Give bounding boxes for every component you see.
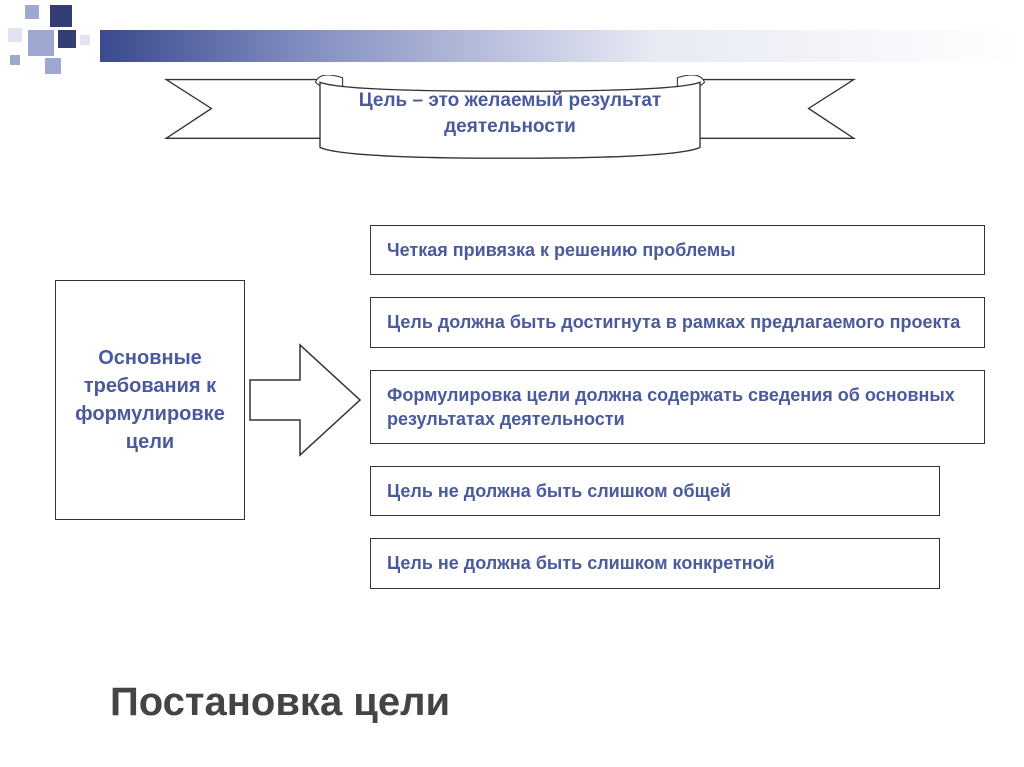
decorative-square — [10, 55, 20, 65]
requirement-box: Цель не должна быть слишком конкретной — [370, 538, 940, 588]
page-title-text: Постановка цели — [110, 680, 450, 724]
requirement-text: Формулировка цели должна содержать сведе… — [387, 385, 955, 429]
left-box-label: Основные требования к формулировке цели — [66, 344, 234, 456]
decorative-square — [58, 30, 76, 48]
decorative-square — [45, 58, 61, 74]
banner-text: Цель – это желаемый результат деятельнос… — [300, 88, 720, 139]
decorative-square — [80, 35, 90, 45]
header-gradient — [100, 30, 1024, 62]
decorative-square — [50, 5, 72, 27]
decorative-square — [25, 5, 39, 19]
requirements-source-box: Основные требования к формулировке цели — [55, 280, 245, 520]
requirement-box: Цель должна быть достигнута в рамках пре… — [370, 297, 985, 347]
requirement-text: Цель не должна быть слишком конкретной — [387, 553, 775, 573]
requirement-box: Четкая привязка к решению проблемы — [370, 225, 985, 275]
requirement-text: Цель не должна быть слишком общей — [387, 481, 731, 501]
decorative-square — [28, 30, 54, 56]
banner-line1: Цель – это желаемый результат — [359, 90, 661, 111]
requirement-box: Формулировка цели должна содержать сведе… — [370, 370, 985, 445]
requirement-text: Четкая привязка к решению проблемы — [387, 240, 736, 260]
decorative-square — [8, 28, 22, 42]
arrow-right-icon — [245, 340, 365, 460]
banner-line2: деятельности — [444, 116, 576, 137]
requirement-text: Цель должна быть достигнута в рамках пре… — [387, 312, 960, 332]
requirement-box: Цель не должна быть слишком общей — [370, 466, 940, 516]
arrow-right — [245, 340, 365, 460]
requirements-list: Четкая привязка к решению проблемы Цель д… — [370, 225, 985, 611]
decorative-squares — [0, 0, 110, 80]
page-title: Постановка цели — [110, 680, 450, 725]
